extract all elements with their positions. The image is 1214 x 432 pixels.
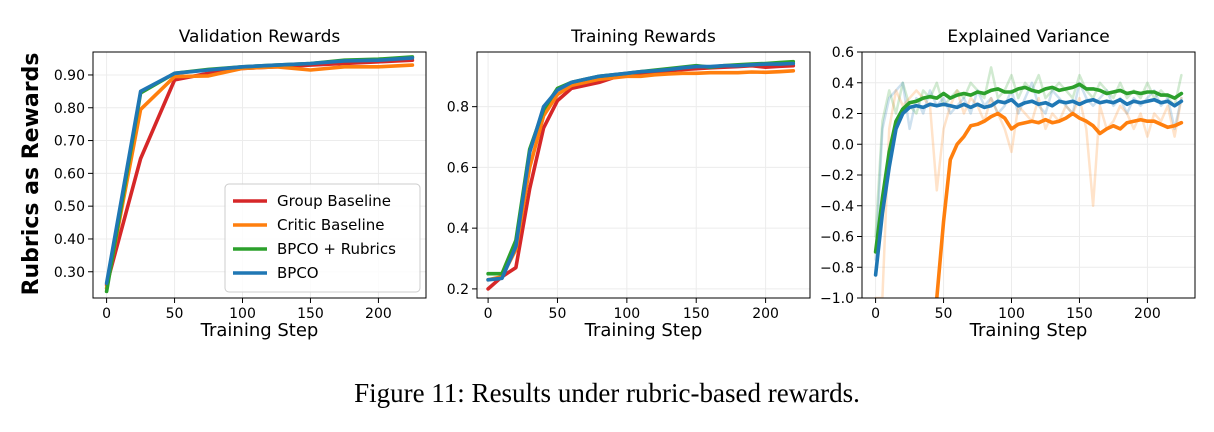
x-tick-label: 150 (683, 306, 710, 322)
y-tick-label: 0.6 (447, 160, 469, 176)
y-tick-label: 0.6 (832, 45, 854, 61)
y-tick-label: 0.80 (54, 101, 85, 117)
x-tick-label: 150 (297, 306, 324, 322)
y-tick-label: 0.0 (832, 137, 854, 153)
chart-title: Training Rewards (570, 27, 716, 47)
y-tick-label: −0.8 (820, 260, 854, 276)
x-tick-label: 0 (871, 306, 880, 322)
legend-entry-critic-baseline: Critic Baseline (277, 216, 384, 234)
x-tick-label: 100 (613, 306, 640, 322)
row-y-axis-label: Rubrics as Rewards (19, 53, 44, 296)
legend-entry-group-baseline: Group Baseline (277, 192, 391, 210)
x-tick-label: 100 (998, 306, 1025, 322)
x-tick-label: 0 (102, 306, 111, 322)
series-line-bpco (873, 97, 1184, 277)
chart-title: Validation Rewards (179, 27, 341, 47)
chart-title: Explained Variance (947, 27, 1109, 47)
y-tick-label: 0.8 (447, 100, 469, 116)
series-line-critic-baseline (935, 111, 1184, 298)
plot-area (104, 55, 415, 294)
y-tick-label: 0.70 (54, 134, 85, 150)
series-line-critic-baseline (486, 69, 796, 282)
x-tick-label: 200 (752, 306, 779, 322)
series-line-bpco (486, 61, 796, 282)
results-figure: Rubrics as Rewards 0 50 100 150 2000.300.400… (19, 27, 1196, 341)
x-tick-label: 50 (549, 306, 567, 322)
explained-variance-panel: 0 50 100 150 200 −1.0 −0.8 −0.6 −0.4 −0.2 0.0 0.2 0.… (820, 27, 1196, 341)
x-axis-label: Training Step (584, 320, 703, 341)
x-tick-label: 50 (935, 306, 953, 322)
y-tick-label: −0.6 (820, 230, 854, 246)
series-line-group-baseline (486, 63, 796, 291)
y-tick-label: 0.50 (54, 199, 85, 215)
figure-caption: Figure 11: Results under rubric-based re… (354, 378, 860, 408)
plot-area (486, 59, 796, 291)
y-tick-label: 0.2 (832, 107, 854, 123)
y-tick-label: 0.2 (447, 282, 469, 298)
x-axis-label: Training Step (200, 320, 319, 341)
y-tick-label: 0.30 (54, 265, 85, 281)
plot-frame (476, 51, 811, 299)
x-tick-label: 200 (365, 306, 392, 322)
y-tick-label: 0.4 (832, 76, 854, 92)
plot-area (873, 66, 1184, 298)
x-tick-label: 50 (166, 306, 184, 322)
x-tick-label: 100 (229, 306, 256, 322)
training-rewards-panel: 0 50 100 150 200 0.2 0.4 0.6 0.8 Training Rewards… (447, 27, 811, 341)
chart-legend: Group Baseline Critic Baseline BPCO + Rubr… (224, 183, 421, 293)
y-tick-label: −0.2 (820, 168, 854, 184)
series-line-bpco (104, 56, 415, 285)
x-tick-label: 200 (1134, 306, 1161, 322)
y-tick-label: 0.60 (54, 166, 85, 182)
validation-rewards-panel: 0 50 100 150 200 0.30 0.40 0.50 0.60 0.70 0.80 0.90… (54, 27, 427, 341)
legend-entry-bpco: BPCO (277, 264, 319, 282)
legend-entry-bpco-rubrics: BPCO + Rubrics (277, 240, 396, 258)
y-tick-label: −1.0 (820, 291, 854, 307)
x-axis-label: Training Step (969, 320, 1088, 341)
y-tick-label: 0.4 (447, 221, 469, 237)
x-tick-label: 150 (1066, 306, 1093, 322)
plot-frame (92, 51, 427, 299)
y-tick-label: 0.90 (54, 68, 85, 84)
y-tick-label: 0.40 (54, 232, 85, 248)
series-line-bpco-rubrics (873, 82, 1184, 254)
x-tick-label: 0 (484, 306, 493, 322)
series-line-bpco-raw (874, 81, 1183, 261)
y-tick-label: −0.4 (820, 199, 854, 215)
legend-box (224, 183, 421, 293)
